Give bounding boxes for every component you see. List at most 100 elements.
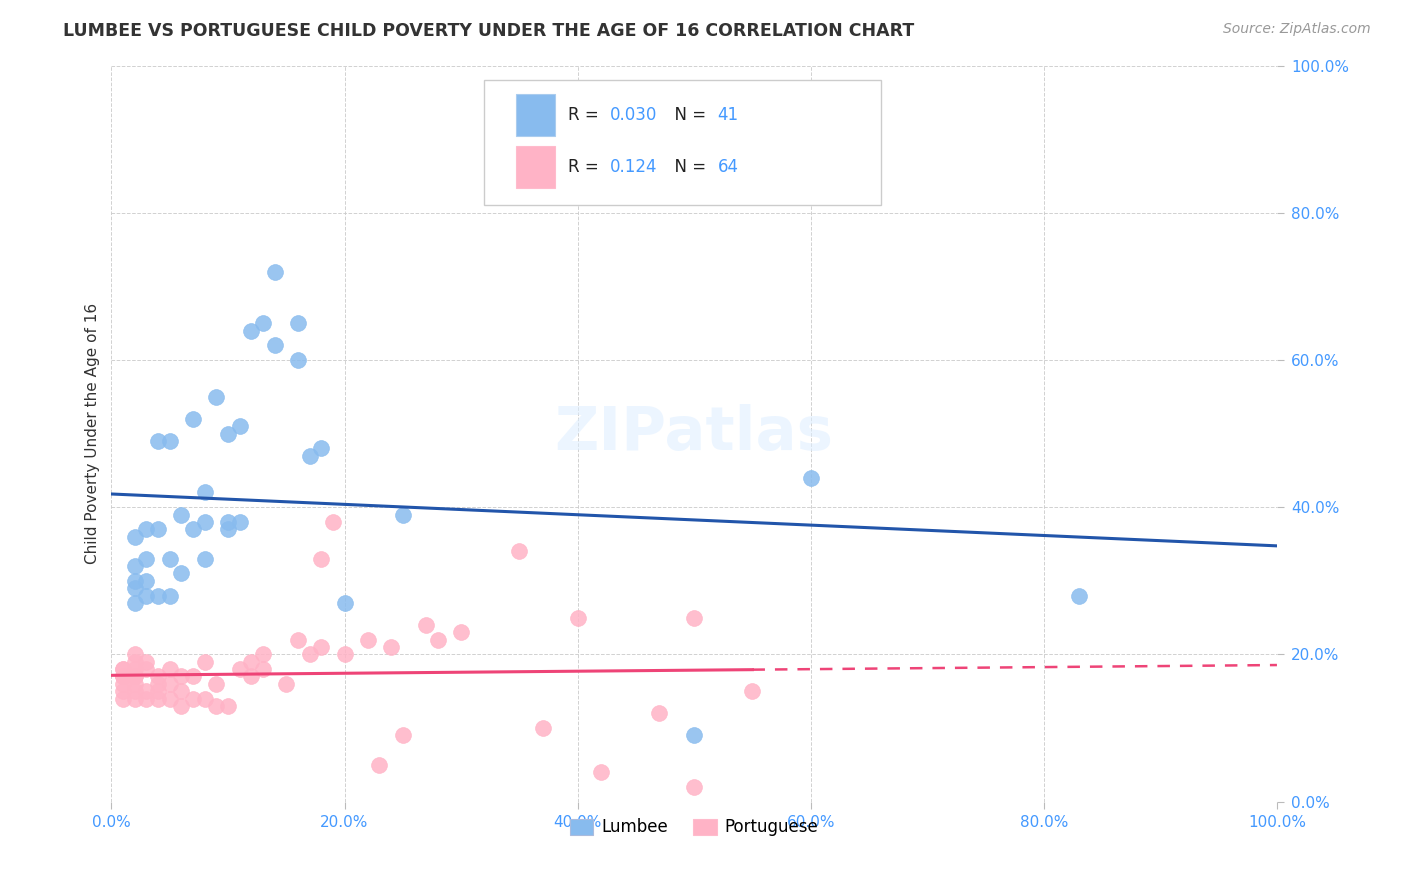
Point — [240, 324, 263, 338]
Point — [800, 471, 823, 485]
Point — [112, 669, 135, 683]
Point — [648, 706, 671, 721]
Point — [124, 684, 146, 698]
Point — [124, 581, 146, 595]
Point — [146, 669, 169, 683]
Point — [217, 515, 239, 529]
Point — [298, 449, 321, 463]
Point — [391, 508, 413, 522]
Point — [450, 625, 472, 640]
Point — [181, 691, 204, 706]
Text: 41: 41 — [717, 106, 738, 124]
Point — [135, 662, 157, 676]
Point — [567, 610, 589, 624]
Point — [135, 589, 157, 603]
Point — [357, 632, 380, 647]
Point — [194, 655, 217, 669]
Point — [124, 574, 146, 588]
Point — [181, 522, 204, 536]
Point — [287, 632, 309, 647]
Point — [170, 698, 193, 713]
Point — [252, 662, 274, 676]
Point — [217, 522, 239, 536]
Point — [159, 691, 181, 706]
Point — [287, 353, 309, 368]
Point — [124, 662, 146, 676]
Point — [135, 522, 157, 536]
Point — [205, 698, 228, 713]
Point — [146, 691, 169, 706]
Point — [124, 655, 146, 669]
Point — [333, 596, 356, 610]
Text: R =: R = — [568, 106, 605, 124]
Point — [146, 522, 169, 536]
Point — [426, 632, 449, 647]
Text: Source: ZipAtlas.com: Source: ZipAtlas.com — [1223, 22, 1371, 37]
Point — [124, 669, 146, 683]
Point — [124, 596, 146, 610]
Point — [135, 655, 157, 669]
Point — [112, 662, 135, 676]
Point — [124, 530, 146, 544]
Point — [112, 684, 135, 698]
Point — [194, 485, 217, 500]
Point — [228, 515, 250, 529]
Point — [531, 721, 554, 735]
Point — [309, 640, 332, 654]
Point — [287, 316, 309, 330]
Point — [170, 508, 193, 522]
Point — [228, 419, 250, 434]
FancyBboxPatch shape — [516, 145, 555, 188]
Point — [683, 610, 706, 624]
Point — [159, 551, 181, 566]
Point — [252, 316, 274, 330]
Point — [112, 662, 135, 676]
Text: LUMBEE VS PORTUGUESE CHILD POVERTY UNDER THE AGE OF 16 CORRELATION CHART: LUMBEE VS PORTUGUESE CHILD POVERTY UNDER… — [63, 22, 914, 40]
Point — [205, 390, 228, 404]
Point — [391, 728, 413, 742]
Point — [263, 338, 285, 352]
Point — [333, 648, 356, 662]
Point — [217, 426, 239, 441]
Point — [170, 684, 193, 698]
Point — [205, 677, 228, 691]
Point — [194, 515, 217, 529]
Point — [112, 669, 135, 683]
Legend: Lumbee, Portuguese: Lumbee, Portuguese — [561, 810, 827, 845]
Point — [683, 780, 706, 794]
Point — [741, 684, 763, 698]
Point — [380, 640, 402, 654]
Point — [146, 684, 169, 698]
Point — [124, 559, 146, 574]
Point — [181, 412, 204, 426]
Point — [112, 669, 135, 683]
Point — [159, 662, 181, 676]
Point — [309, 442, 332, 456]
Point — [276, 677, 298, 691]
Text: 64: 64 — [717, 158, 738, 176]
Point — [217, 698, 239, 713]
Point — [1067, 589, 1090, 603]
Point — [415, 618, 437, 632]
Text: 0.124: 0.124 — [610, 158, 658, 176]
Point — [124, 691, 146, 706]
Text: 0.030: 0.030 — [610, 106, 658, 124]
Point — [159, 434, 181, 448]
Point — [194, 551, 217, 566]
Point — [170, 669, 193, 683]
Point — [159, 677, 181, 691]
Point — [124, 669, 146, 683]
Point — [508, 544, 530, 558]
Point — [252, 648, 274, 662]
Point — [135, 551, 157, 566]
Point — [194, 691, 217, 706]
Y-axis label: Child Poverty Under the Age of 16: Child Poverty Under the Age of 16 — [86, 303, 100, 564]
Point — [240, 669, 263, 683]
Text: N =: N = — [664, 158, 711, 176]
Text: R =: R = — [568, 158, 605, 176]
Point — [124, 677, 146, 691]
FancyBboxPatch shape — [516, 95, 555, 136]
Point — [146, 434, 169, 448]
Text: N =: N = — [664, 106, 711, 124]
Point — [124, 648, 146, 662]
